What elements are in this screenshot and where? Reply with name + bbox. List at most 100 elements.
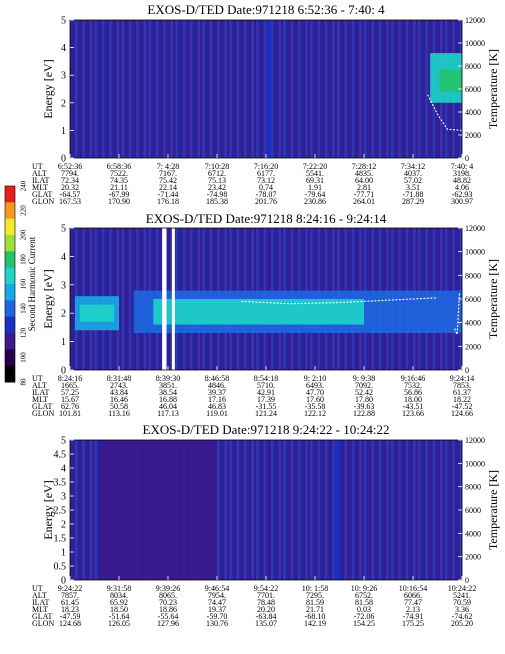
heatmap-stripe	[74, 20, 78, 158]
y2-tick-label: 12000	[465, 436, 485, 445]
heatmap-stripe	[359, 20, 362, 158]
heatmap-stripe	[273, 440, 276, 580]
table-cell: 69.31	[306, 176, 324, 185]
colorbar-swatch	[5, 235, 15, 252]
table-cell: 6712.	[208, 169, 226, 178]
table-cell: -39.63	[354, 402, 375, 411]
table-cell: 52.42	[355, 388, 373, 397]
colorbar-frame	[4, 185, 16, 383]
heatmap-stripe	[366, 440, 370, 580]
heatmap-stripe	[373, 20, 377, 158]
table-cell: 74.35	[110, 176, 128, 185]
heatmap-stripe	[354, 440, 357, 580]
table-cell: 7794.	[61, 169, 79, 178]
table-cell: 17.16	[208, 395, 226, 404]
heatmap-stripe	[217, 440, 220, 580]
heatmap-stripe	[219, 20, 223, 158]
panel-3: EXOS-D/TED Date:971218 9:24:22 - 10:24:2…	[32, 422, 500, 628]
table-cell: 7532.	[404, 381, 422, 390]
heatmap-stripe	[319, 440, 323, 580]
table-cell: 7:34:12	[401, 162, 425, 171]
table-cell: 287.29	[402, 197, 424, 206]
table-cell: 16.88	[159, 395, 177, 404]
colorbar-swatch	[5, 365, 15, 383]
table-cell: 123.66	[402, 409, 424, 418]
heatmap-stripe	[381, 20, 384, 158]
heatmap	[70, 228, 463, 370]
table-cell: 9: 9:38	[353, 374, 375, 383]
heatmap-stripe	[339, 440, 343, 580]
heatmap-stripe	[219, 440, 223, 580]
heatmap-stripe	[165, 20, 169, 158]
table-cell: 167.53	[59, 197, 81, 206]
heatmap-stripe	[454, 440, 458, 580]
y-axis-label: Energy [eV]	[41, 480, 55, 539]
colorbar-swatch	[5, 186, 15, 203]
heatmap-stripe	[405, 440, 409, 580]
heatmap-stripe	[327, 20, 330, 158]
table-cell: 7522.	[110, 169, 128, 178]
y-tick-label: 1	[61, 337, 66, 348]
colorbar-swatch	[5, 316, 15, 334]
panel-title: EXOS-D/TED Date:971218 8:24:16 - 9:24:14	[146, 211, 387, 226]
heatmap-stripe	[337, 20, 340, 158]
heatmap-stripe	[351, 440, 355, 580]
heatmap-stripe	[128, 20, 132, 158]
table-cell: -55.64	[158, 612, 179, 621]
table-cell: 42.91	[257, 388, 275, 397]
table-row-label: GLON	[32, 619, 54, 628]
heatmap-stripe	[239, 440, 242, 580]
colorbar-tick-label: 180	[20, 254, 28, 265]
heatmap-stripe	[111, 20, 115, 158]
colorbar-tick-label: 80	[20, 378, 28, 386]
heatmap-stripe	[420, 20, 423, 158]
table-cell: 9:24:22	[58, 584, 82, 593]
temperature-curve	[427, 94, 463, 131]
heatmap-stripe	[82, 440, 85, 580]
heatmap-stripe	[131, 228, 134, 370]
table-row-label: UT	[32, 374, 43, 383]
y-tick-label: 2.5	[54, 506, 67, 517]
heatmap-stripe	[283, 440, 286, 580]
y2-tick-label: 10000	[465, 459, 485, 468]
heatmap-stripe	[386, 440, 389, 580]
heatmap-stripe	[339, 20, 343, 158]
heatmap-feature	[439, 69, 462, 92]
table-cell: 124.66	[451, 409, 473, 418]
heatmap-stripe	[251, 20, 254, 158]
table-cell: 17.39	[257, 395, 275, 404]
table-cell: 57.25	[61, 388, 79, 397]
table-cell: 7167.	[159, 169, 177, 178]
table-cell: 185.38	[206, 197, 228, 206]
table-cell: 5241.	[453, 591, 471, 600]
colorbar-tick-label: 200	[20, 229, 28, 240]
table-cell: 20.20	[257, 605, 275, 614]
table-cell: 8:46:58	[205, 374, 229, 383]
heatmap-stripe	[324, 20, 328, 158]
heatmap-stripe	[121, 228, 125, 370]
heatmap-stripe	[405, 20, 409, 158]
heatmap-stripe	[447, 440, 450, 580]
table-cell: 8:39:30	[156, 374, 180, 383]
y-tick-label: 2	[61, 98, 66, 109]
table-cell: 9:16:46	[401, 374, 425, 383]
table-cell: 205.20	[451, 619, 473, 628]
table-cell: 122.12	[304, 409, 326, 418]
heatmap-stripe	[109, 20, 112, 158]
colorbar: 80 100 120 140 160 180 200 220 240 Second Harmoni…	[4, 180, 37, 386]
heatmap-stripe	[364, 20, 367, 158]
heatmap-stripe	[128, 228, 132, 370]
table-cell: 9:54:22	[254, 584, 278, 593]
y2-tick-label: 8000	[465, 271, 481, 280]
heatmap-stripe	[300, 20, 303, 158]
panel-title: EXOS-D/TED Date:971218 6:52:36 - 7:40: 4	[147, 2, 385, 17]
table-cell: 38.54	[159, 388, 177, 397]
heatmap-stripe	[344, 20, 348, 158]
heatmap-stripe	[258, 20, 262, 158]
table-cell: 2.13	[406, 605, 420, 614]
table-cell: 57.02	[404, 176, 422, 185]
heatmap-stripe	[346, 440, 350, 580]
table-cell: 46.83	[208, 402, 226, 411]
heatmap-stripe	[373, 440, 377, 580]
heatmap-stripe	[138, 20, 142, 158]
